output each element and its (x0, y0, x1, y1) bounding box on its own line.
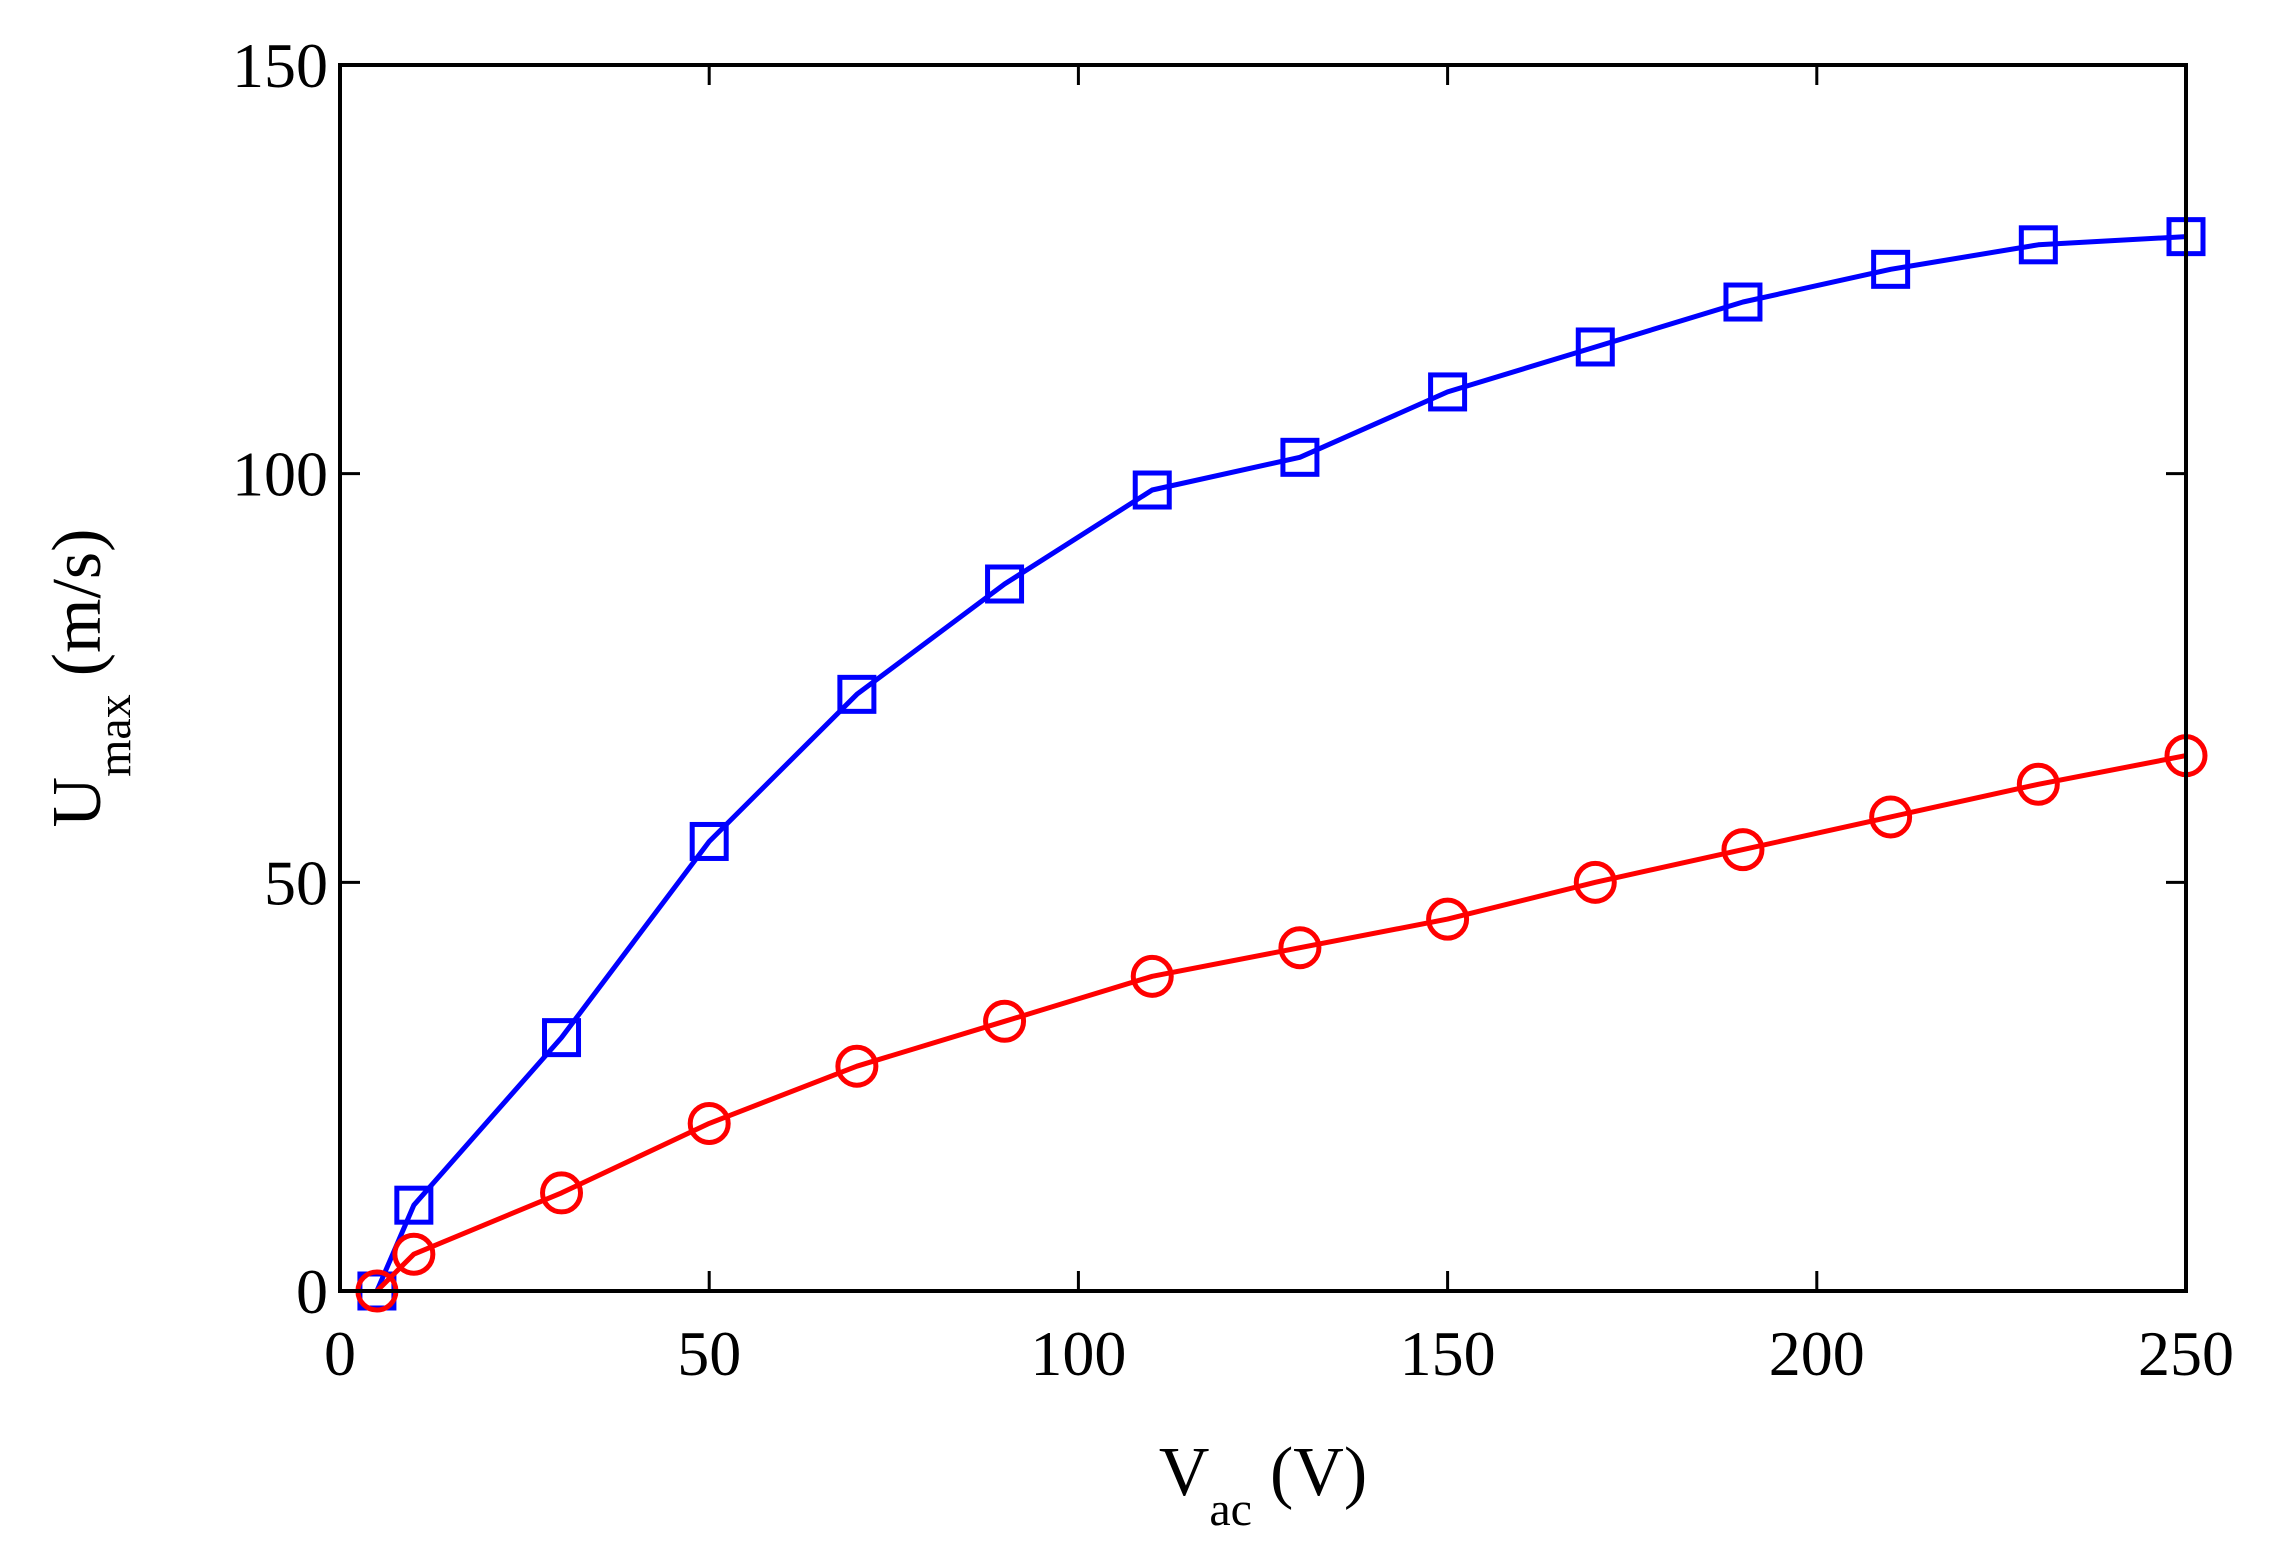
data-point-squares (689, 821, 729, 861)
data-point-circles (1278, 926, 1322, 970)
data-point-squares (1723, 282, 1763, 322)
data-point-squares (985, 564, 1025, 604)
x-axis-title-subscript: ac (1209, 1483, 1252, 1536)
x-axis-title-main: V (1159, 1434, 1210, 1511)
x-tick-label: 250 (2138, 1318, 2234, 1389)
data-point-squares (1428, 372, 1468, 412)
series-line-squares (374, 234, 2187, 1292)
series-layer (355, 217, 2208, 1313)
data-point-squares (394, 1185, 434, 1225)
y-axis-title-subscript: max (88, 694, 141, 777)
x-tick-label: 200 (1769, 1318, 1865, 1389)
data-point-circles (1130, 954, 1174, 998)
data-point-circles (2016, 762, 2060, 806)
data-point-squares (1132, 470, 1172, 510)
data-point-squares (1280, 437, 1320, 477)
data-point-circles (835, 1044, 879, 1088)
series-line-circles (375, 753, 2187, 1293)
data-point-circles (687, 1101, 731, 1145)
x-tick-label: 150 (1400, 1318, 1496, 1389)
plot-frame (338, 63, 2188, 1293)
data-point-squares (2018, 225, 2058, 265)
x-tick-label: 50 (677, 1318, 741, 1389)
x-tick-label: 0 (324, 1318, 356, 1389)
data-point-squares (1871, 249, 1911, 289)
data-point-circles (1869, 795, 1913, 839)
data-point-circles (1573, 860, 1617, 904)
y-tick-label: 150 (232, 30, 328, 101)
data-point-circles (983, 999, 1027, 1043)
data-point-squares (837, 674, 877, 714)
x-tick-label: 100 (1030, 1318, 1126, 1389)
y-axis-title-unit: (m/s) (39, 529, 116, 677)
data-point-circles (1426, 897, 1470, 941)
tick-labels: 0 50 100 150 200 250 0 50 100 150 (232, 30, 2234, 1389)
y-tick-label: 100 (232, 439, 328, 510)
data-point-squares (1575, 327, 1615, 367)
x-axis-title: Vac (V) (1159, 1434, 1367, 1536)
plot-area (340, 65, 2186, 1291)
data-point-circles (540, 1171, 584, 1215)
y-axis-title: Umax (m/s) (39, 529, 141, 828)
data-point-squares (542, 1018, 582, 1058)
y-tick-label: 0 (296, 1256, 328, 1327)
y-tick-label: 50 (264, 847, 328, 918)
data-point-circles (1721, 828, 1765, 872)
x-axis-title-unit: (V) (1270, 1434, 1367, 1511)
data-point-circles (392, 1232, 436, 1276)
y-axis-title-main: U (39, 777, 116, 828)
